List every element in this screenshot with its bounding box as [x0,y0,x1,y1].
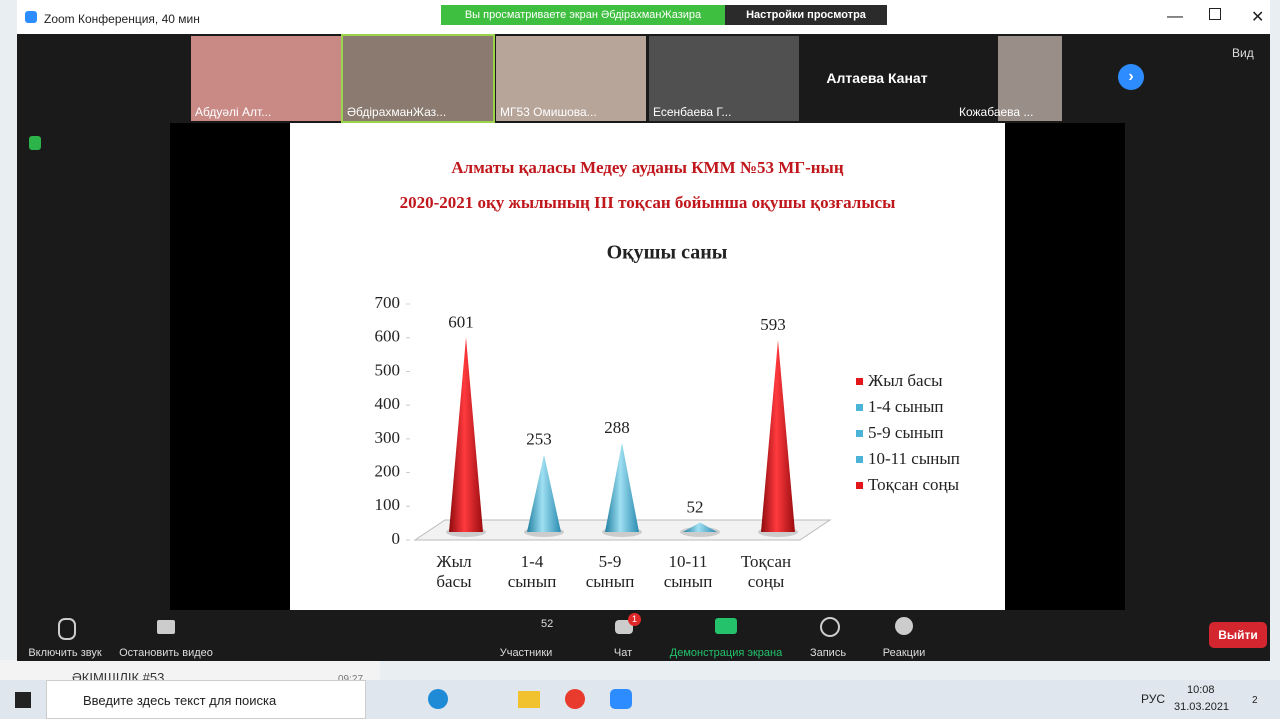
language[interactable]: РУС [1141,692,1166,706]
value-label: 288 [604,418,630,437]
chart-title: Оқушы саны [607,242,728,264]
chat-button[interactable]: Чат [613,647,633,659]
slide: Алматы қаласы Медеу ауданы КММ №53 МГ-ны… [290,123,1005,610]
participant-tile[interactable]: ӘбдірахманЖаз... [341,34,495,123]
title-bar: Zoom Конференция, 40 мин Вы просматривае… [17,0,1270,34]
value-label: 601 [448,312,474,331]
chart: Оқушы саны 0 100 200 300 400 500 600 700 601 Жыл … [375,242,960,548]
video-icon [157,620,175,634]
share-icon [715,618,737,634]
view-button[interactable]: Вид [1232,46,1254,60]
background-chat: ӘКІМШІЛІК #53 09:27 [0,660,380,685]
x-tick-label: Жыл басы [436,552,472,591]
cone [761,340,795,532]
legend-label: 5-9 сынып [868,423,944,442]
record-button[interactable]: Запись [809,647,847,659]
edge-icon[interactable] [428,689,448,709]
cone [605,442,639,532]
leave-button[interactable]: Выйти [1209,622,1267,648]
share-button[interactable]: Демонстрация экрана [669,647,783,659]
meeting-toolbar: Включить звук Остановить видео 52 Участн… [17,610,1270,661]
reactions-button[interactable]: Реакции [882,647,926,659]
participant-tile[interactable]: Абдуәлі Алт... [191,36,341,121]
participant-name: Кожабаева ... [959,105,1034,119]
start-button[interactable] [15,692,31,708]
clock-date[interactable]: 31.03.2021 [1174,701,1230,713]
participant-tile[interactable]: Есенбаева Г... [649,36,799,121]
participants-button[interactable]: Участники [499,647,553,659]
y-tick-label: 100 [375,495,401,514]
participant-tile[interactable]: МГ53 Омишова... [496,36,646,121]
mute-button[interactable]: Включить звук [28,647,102,659]
taskbar: Введите здесь текст для поиска РУС 10:08… [0,680,1280,719]
x-tick-label: 1-4 сынып [507,552,557,591]
reactions-icon [895,617,913,635]
record-icon [820,617,840,637]
legend-swatch [856,482,863,489]
legend-label: Жыл басы [868,371,943,390]
cone [683,522,717,532]
participant-name: Алтаева Канат [826,70,928,86]
legend-swatch [856,378,863,385]
cone [527,454,561,532]
minimize[interactable]: — [1167,8,1183,25]
legend-label: 1-4 сынып [868,397,944,416]
y-tick-label: 700 [375,293,401,312]
yandex-icon[interactable] [565,689,585,709]
y-tick-label: 0 [392,529,401,548]
next-page[interactable]: › [1118,64,1144,90]
legend-swatch [856,456,863,463]
share-banner: Вы просматриваете экран ӘбдірахманЖазира [441,5,725,25]
participant-name: МГ53 Омишова... [500,105,597,119]
x-tick-label: 10-11 сынып [663,552,713,591]
slide-heading: 2020-2021 оқу жылының III тоқсан бойынша… [399,193,896,212]
notifications[interactable]: 2 [1252,695,1258,706]
legend-swatch [856,404,863,411]
explorer-icon[interactable] [518,691,540,708]
y-tick-label: 500 [375,360,401,379]
legend-swatch [856,430,863,437]
y-tick-label: 300 [375,428,401,447]
participant-tile[interactable]: Кожабаева ... [955,36,1105,121]
video-button[interactable]: Остановить видео [119,647,213,659]
y-tick-label: 200 [375,461,401,480]
close[interactable]: ✕ [1251,9,1265,26]
participant-name: Абдуәлі Алт... [195,105,272,119]
legend-label: 10-11 сынып [868,449,960,468]
x-tick-label: Тоқсан соңы [740,552,792,591]
security-icon [29,136,41,150]
y-tick-label: 400 [375,394,401,413]
clock-time[interactable]: 10:08 [1187,684,1215,696]
zoom-taskbar-icon[interactable] [610,689,632,709]
zoom-icon [25,11,37,23]
value-label: 593 [760,315,786,334]
maximize[interactable] [1209,8,1221,20]
value-label: 52 [687,497,704,516]
view-settings[interactable]: Настройки просмотра [725,5,887,25]
zoom-window: Zoom Конференция, 40 мин Вы просматривае… [17,0,1270,661]
search-placeholder: Введите здесь текст для поиска [83,693,277,708]
chat-time: 09:27 [338,674,363,685]
participants-count: 52 [541,618,554,630]
y-tick-label: 600 [375,327,401,346]
cone [449,337,483,532]
legend-label: Тоқсан соңы [868,475,960,494]
value-label: 253 [526,430,552,449]
slide-heading: Алматы қаласы Медеу ауданы КММ №53 МГ-ны… [451,158,844,177]
chat-badge: 1 [628,613,641,626]
participant-tile[interactable]: Алтаева Канат [802,36,952,121]
x-tick-label: 5-9 сынып [585,552,635,591]
participant-name: Есенбаева Г... [653,105,732,119]
participant-name: ӘбдірахманЖаз... [347,105,447,119]
mic-icon [58,618,76,640]
window-title: Zoom Конференция, 40 мин [44,12,200,26]
search-box[interactable]: Введите здесь текст для поиска [46,680,366,719]
